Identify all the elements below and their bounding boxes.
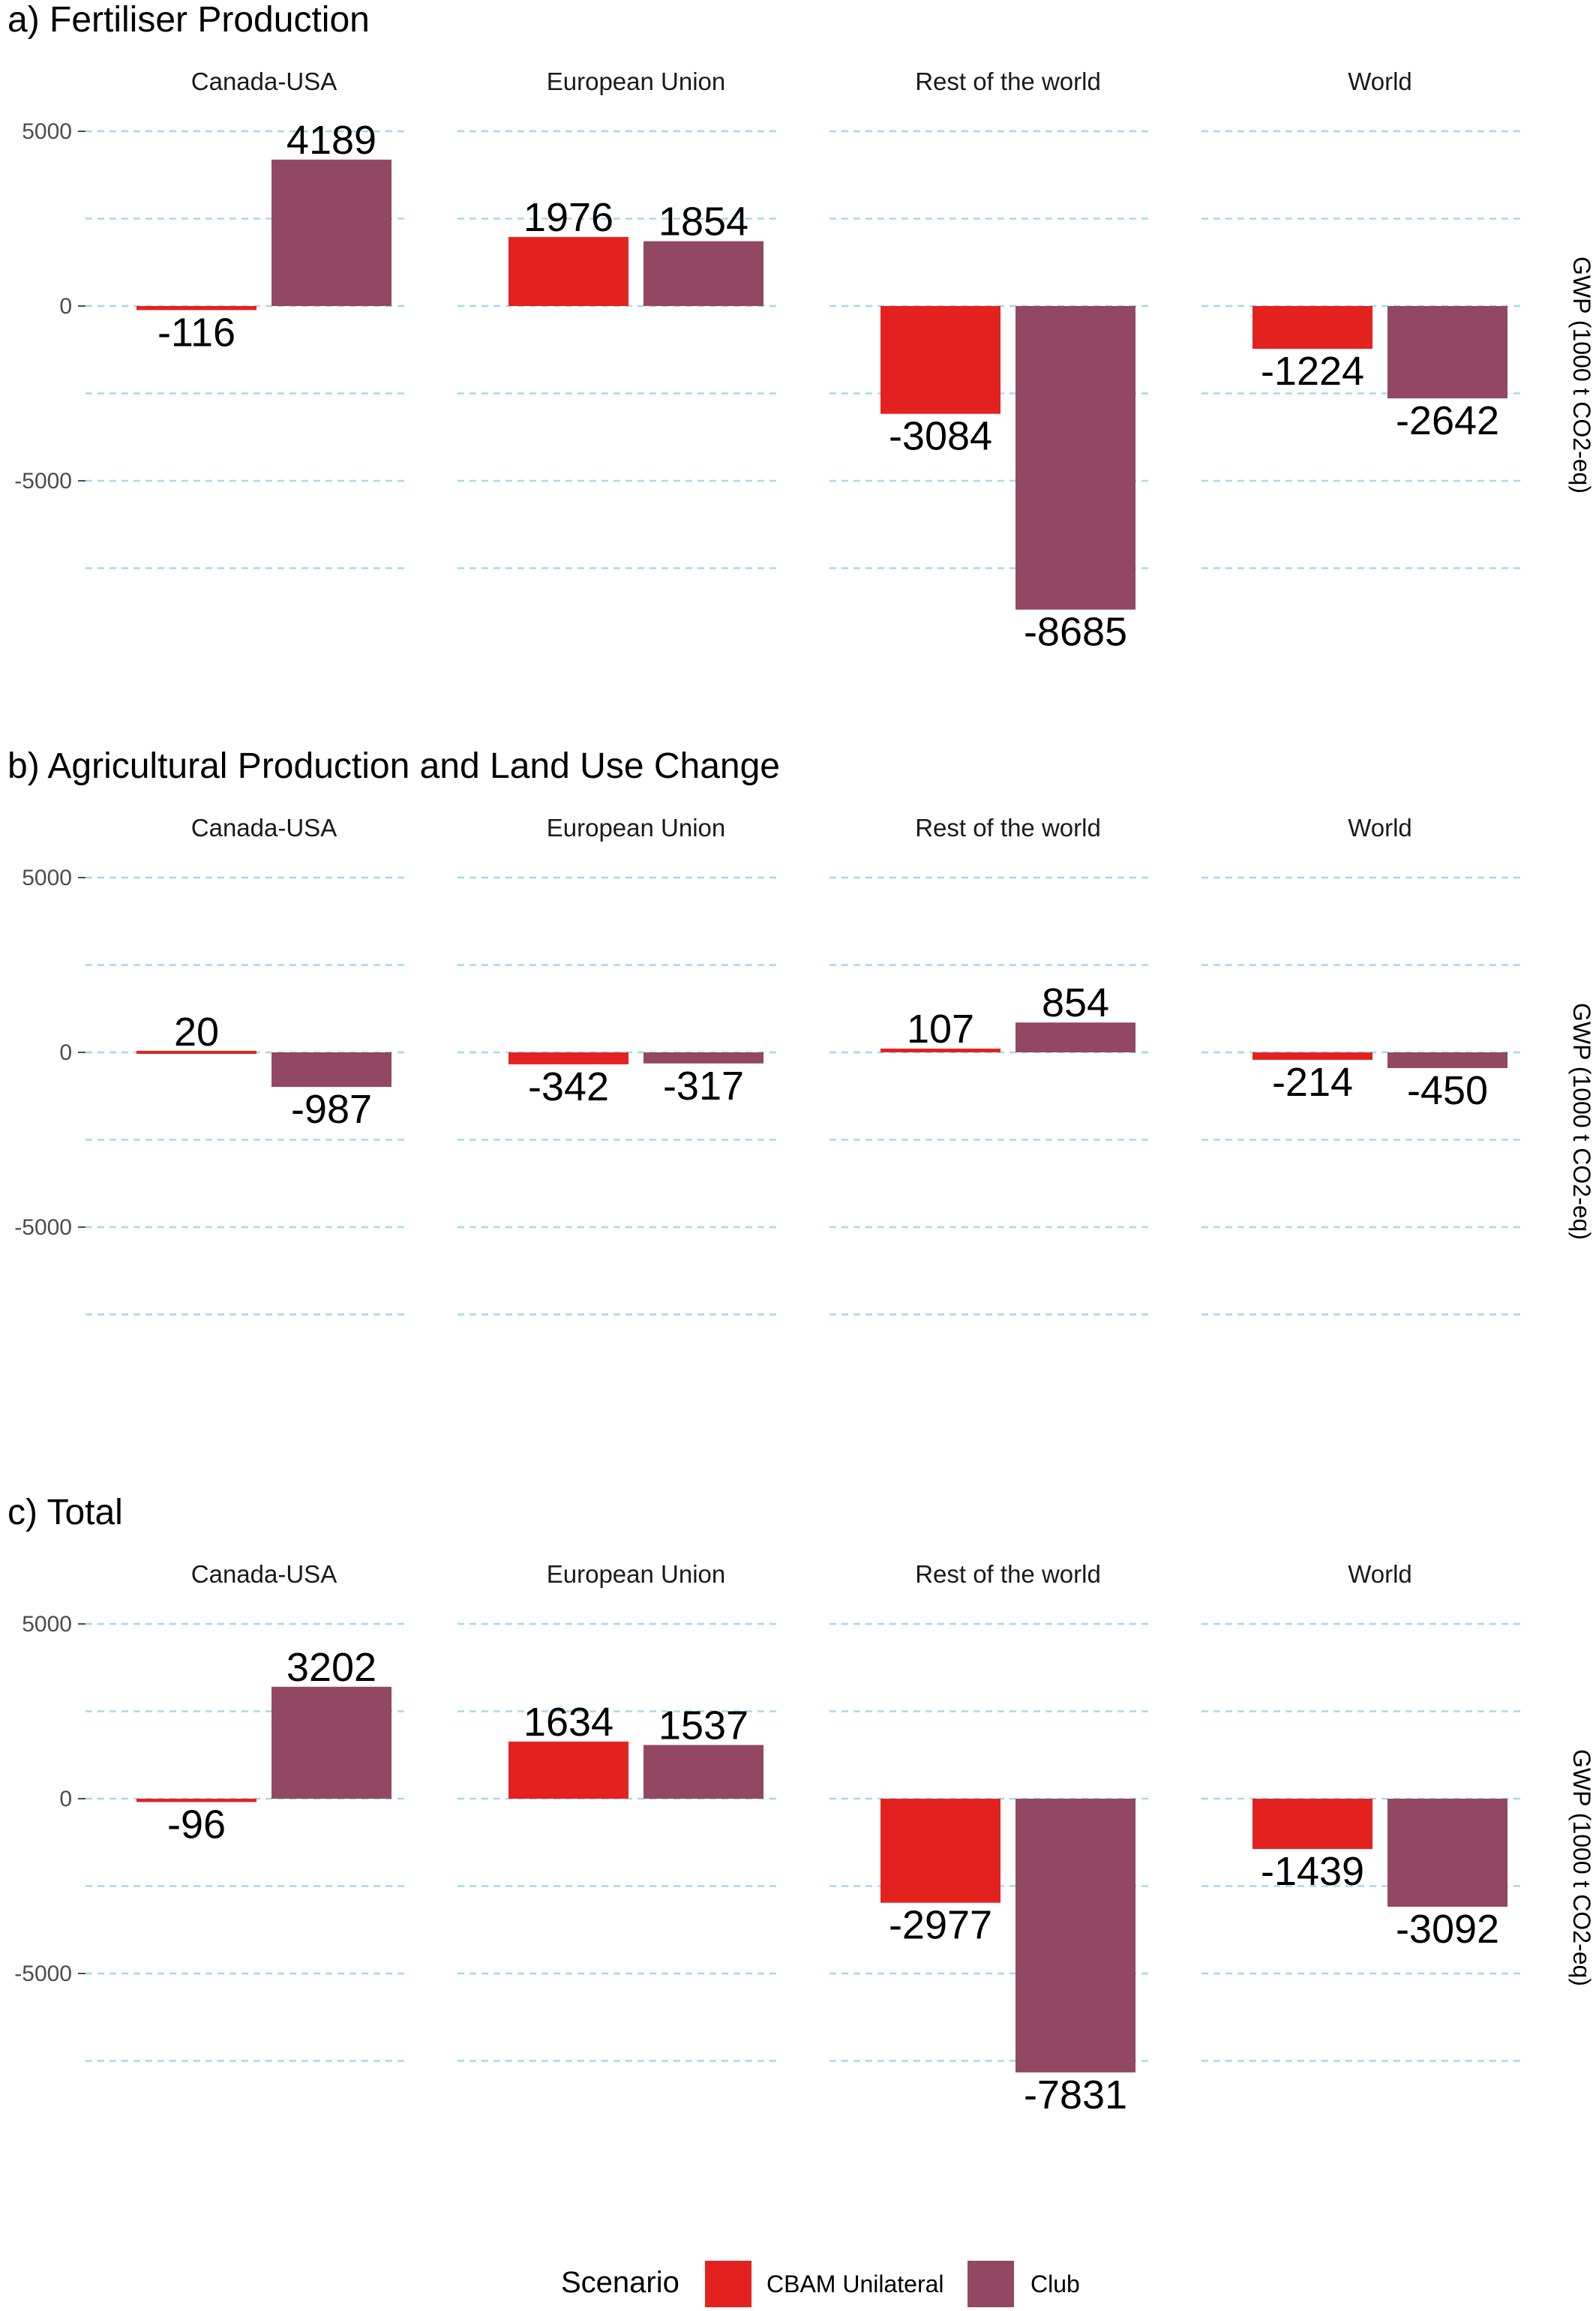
y-axis-title: GWP (1000 t CO2-eq): [1568, 257, 1595, 494]
bar: [644, 1745, 764, 1799]
data-label: 107: [907, 1007, 974, 1052]
data-label: -342: [528, 1064, 609, 1109]
data-label: 1634: [524, 1700, 614, 1745]
y-axis-title: GWP (1000 t CO2-eq): [1568, 1749, 1595, 1986]
legend-key: [968, 2261, 1014, 2307]
panel-1: a) Fertiliser Production 5000 0 -5000 GWP (1…: [8, 0, 1595, 655]
legend-label: CBAM Unilateral: [766, 2270, 944, 2297]
data-label: -1439: [1261, 1849, 1364, 1894]
facet-label: Canada-USA: [191, 68, 337, 95]
panel-3: c) Total 5000 0 -5000 GWP (1000 t CO2-eq) Can…: [8, 1493, 1595, 2117]
bar: [272, 159, 392, 306]
data-label: 20: [174, 1010, 219, 1055]
facet-label: Rest of the world: [915, 814, 1101, 842]
data-label: -1224: [1261, 349, 1364, 394]
facet-label: Canada-USA: [191, 814, 337, 842]
bar: [1388, 1799, 1508, 1907]
data-label: -2642: [1396, 398, 1499, 443]
panel-title: a) Fertiliser Production: [8, 0, 370, 40]
y-tick-label: 0: [59, 1787, 72, 1811]
data-label: -450: [1407, 1068, 1488, 1113]
data-label: 4189: [286, 118, 376, 163]
panel-title: b) Agricultural Production and Land Use …: [8, 746, 780, 786]
y-tick-label: -5000: [14, 1215, 72, 1240]
facet-label: World: [1348, 68, 1412, 95]
bar: [1388, 1052, 1508, 1068]
data-label: 3202: [286, 1645, 376, 1690]
legend-title: Scenario: [561, 2266, 680, 2299]
bar: [1252, 306, 1372, 350]
facet-label: World: [1348, 1560, 1412, 1588]
y-tick-label: 0: [59, 294, 72, 319]
bar: [644, 241, 764, 306]
bar: [880, 1049, 1000, 1052]
panel-title: c) Total: [8, 1493, 123, 1532]
bar: [1016, 1799, 1136, 2072]
data-label: 1854: [658, 200, 748, 245]
data-label: -3092: [1396, 1907, 1499, 1952]
y-axis-title: GWP (1000 t CO2-eq): [1568, 1003, 1595, 1240]
y-tick-label: -5000: [14, 1961, 72, 1986]
y-tick-label: -5000: [14, 469, 72, 494]
facet-label: Canada-USA: [191, 1560, 337, 1588]
data-label: -8685: [1024, 610, 1127, 655]
legend-label: Club: [1030, 2270, 1080, 2297]
data-label: -116: [158, 310, 236, 355]
bar: [508, 236, 628, 306]
data-label: -987: [291, 1087, 372, 1132]
legend: Scenario CBAM Unilateral Club: [561, 2261, 1080, 2307]
legend-key: [705, 2261, 752, 2307]
bar: [136, 306, 256, 311]
bar: [880, 1799, 1000, 1903]
data-label: 854: [1042, 980, 1109, 1025]
panel-2: b) Agricultural Production and Land Use …: [8, 746, 1595, 1316]
facet-label: European Union: [547, 68, 726, 95]
bar: [1388, 306, 1508, 399]
facet-label: Rest of the world: [915, 68, 1101, 95]
bar: [272, 1686, 392, 1799]
facet-label: European Union: [547, 814, 726, 842]
bar: [508, 1741, 628, 1799]
y-tick-label: 5000: [22, 119, 72, 144]
facet-label: European Union: [547, 1560, 726, 1588]
bar: [1016, 1022, 1136, 1052]
facet-label: Rest of the world: [915, 1560, 1101, 1588]
bar: [1252, 1799, 1372, 1850]
bar: [508, 1052, 628, 1064]
bar: [644, 1052, 764, 1064]
bar: [1016, 306, 1136, 610]
data-label: 1976: [524, 195, 614, 240]
y-tick-label: 0: [59, 1040, 72, 1065]
facet-label: World: [1348, 814, 1412, 842]
data-label: -7831: [1024, 2072, 1127, 2117]
data-label: -214: [1272, 1060, 1353, 1105]
bar: [136, 1799, 256, 1802]
bar: [880, 306, 1000, 414]
data-label: -96: [167, 1802, 226, 1847]
bar: [1252, 1052, 1372, 1060]
y-tick-label: 5000: [22, 866, 72, 890]
data-label: -3084: [889, 414, 992, 459]
data-label: 1537: [658, 1703, 748, 1748]
bar: [272, 1052, 392, 1087]
data-label: -2977: [889, 1903, 992, 1948]
data-label: -317: [663, 1064, 744, 1109]
bar: [136, 1051, 256, 1054]
y-tick-label: 5000: [22, 1612, 72, 1637]
